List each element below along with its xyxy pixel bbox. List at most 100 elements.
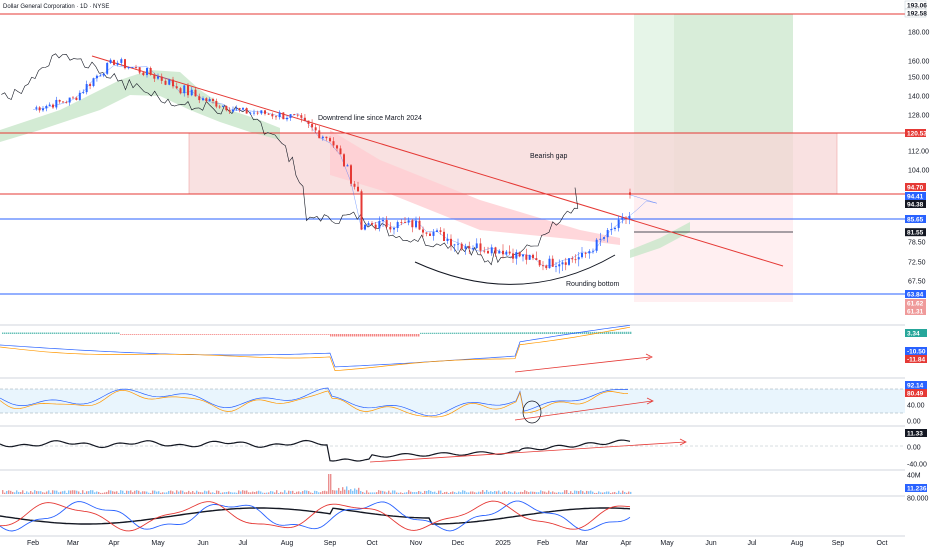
candle-body <box>38 107 41 111</box>
volume-bar <box>590 490 592 494</box>
macd-bar <box>114 332 116 334</box>
macd-bar <box>500 332 502 334</box>
macd-bar <box>600 331 602 334</box>
rsi-trend-arrow[interactable] <box>514 400 653 421</box>
volume-bar <box>600 492 602 494</box>
macd-bar <box>28 332 30 334</box>
candle-body <box>404 222 406 223</box>
volume-bar <box>192 491 194 494</box>
macd-bar <box>502 332 504 334</box>
volume-bar <box>376 492 378 494</box>
volume-bar <box>2 490 4 494</box>
candle-body <box>385 220 388 227</box>
time-tick: Jul <box>239 540 248 547</box>
volume-bar <box>500 492 502 494</box>
price-tick: 180.00 <box>908 30 930 37</box>
macd-bar <box>70 332 72 334</box>
volume-bar <box>256 491 258 494</box>
volume-bar <box>510 491 512 494</box>
volume-bar <box>630 491 632 494</box>
macd-bar <box>454 332 456 334</box>
volume-bar <box>372 492 374 494</box>
macd-bar <box>48 332 50 334</box>
volume-bar <box>78 491 80 494</box>
candle-body <box>205 98 208 102</box>
volume-bar <box>546 492 548 494</box>
candle-body <box>614 227 616 230</box>
candle-body <box>314 127 317 131</box>
volume-pane[interactable] <box>2 474 632 494</box>
volume-bar <box>172 491 174 494</box>
rsi-pane[interactable] <box>0 387 905 424</box>
macd-bar <box>286 334 288 335</box>
candle-body <box>483 250 486 252</box>
macd-bar <box>226 334 228 335</box>
candle-body <box>494 247 497 254</box>
volume-bar <box>74 490 76 494</box>
downtrend-line[interactable] <box>91 55 784 267</box>
volume-bar <box>268 492 270 494</box>
volume-bar <box>40 491 42 494</box>
price-tick: 104.00 <box>908 168 930 175</box>
macd-bar <box>254 334 256 335</box>
time-axis[interactable]: Feb Mar Apr May Jun Jul Aug Sep Oct Nov Dec 2025 Feb… <box>27 540 888 547</box>
macd-bar <box>284 334 286 335</box>
macd-bar <box>2 332 4 334</box>
macd-bar <box>612 331 614 334</box>
volume-bar <box>130 490 132 494</box>
macd-bar <box>348 334 350 337</box>
volume-bar <box>352 490 354 494</box>
rounding-bottom-arc[interactable] <box>414 254 616 285</box>
macd-bar <box>292 334 294 335</box>
svg-text:-11.84: -11.84 <box>907 357 925 364</box>
volume-bar <box>136 490 138 494</box>
price-pane[interactable]: Downtrend line since March 2024 Bearish … <box>0 13 905 302</box>
candle-body <box>45 105 48 109</box>
macd-bar <box>418 334 420 337</box>
obv-pane[interactable] <box>0 438 905 463</box>
svg-text:11.33: 11.33 <box>907 431 923 438</box>
volume-bar <box>22 490 24 494</box>
macd-bar <box>534 332 536 334</box>
volume-bar <box>468 492 470 494</box>
time-tick: Aug <box>791 540 804 547</box>
macd-bar <box>322 334 324 335</box>
macd-bar <box>102 332 104 334</box>
volume-bar <box>584 492 586 494</box>
macd-bar <box>560 332 562 334</box>
volume-bar <box>178 491 180 494</box>
volume-bar <box>398 492 400 494</box>
volume-bar <box>18 491 20 494</box>
oscillator-pane[interactable] <box>0 500 631 532</box>
volume-bar <box>226 491 228 494</box>
macd-bar <box>620 331 622 334</box>
volume-bar <box>444 492 446 494</box>
macd-bar <box>158 334 160 335</box>
price-axis[interactable]: 180.00 160.00 150.00 140.00 128.00 112.00 104.… <box>904 0 932 550</box>
volume-bar <box>566 490 568 494</box>
volume-bar <box>254 492 256 494</box>
volume-bar <box>392 490 394 494</box>
time-tick: Oct <box>367 540 378 547</box>
volume-bar <box>86 491 88 494</box>
candle-body <box>194 89 197 97</box>
candle-body <box>577 257 580 260</box>
volume-bar <box>16 490 18 494</box>
macd-bar <box>16 332 18 334</box>
volume-bar <box>98 491 100 494</box>
candle-body <box>138 67 141 73</box>
macd-bar <box>302 334 304 335</box>
macd-bar <box>220 334 222 335</box>
svg-text:0.00: 0.00 <box>907 419 921 426</box>
rsi-cross-circle[interactable] <box>522 400 542 424</box>
volume-bar <box>626 492 628 494</box>
volume-bar <box>170 490 172 494</box>
obv-trend-arrow[interactable] <box>369 441 686 463</box>
candle-body <box>538 260 541 266</box>
macd-bar <box>384 334 386 337</box>
macd-bar <box>172 334 174 335</box>
volume-bar <box>604 492 606 494</box>
macd-bar <box>320 334 322 335</box>
macd-trend-arrow[interactable] <box>514 356 651 373</box>
macd-pane[interactable] <box>0 324 653 373</box>
